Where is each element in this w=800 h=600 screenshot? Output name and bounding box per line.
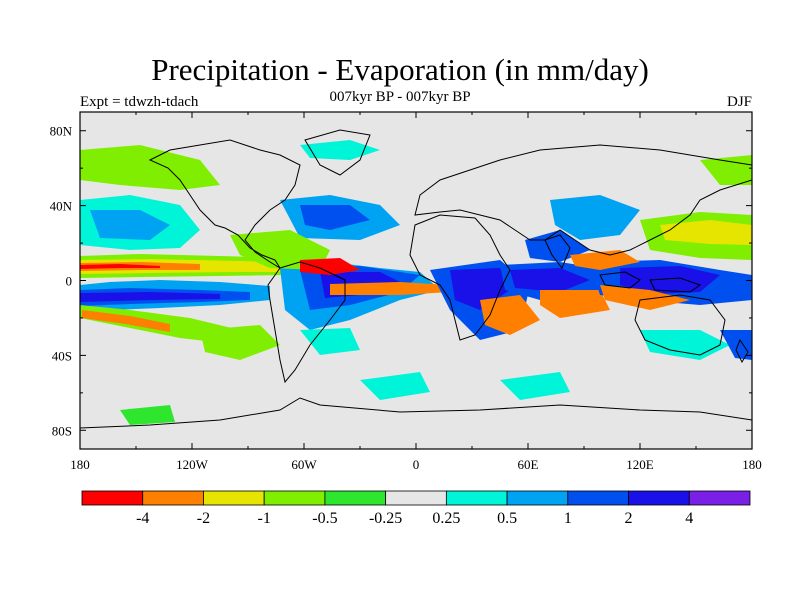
colorbar-swatch: [628, 490, 690, 506]
lon-tick-label: 60W: [291, 457, 317, 472]
lat-tick-label: 40S: [52, 348, 72, 363]
field-patch: [660, 220, 752, 245]
field-patch: [80, 264, 160, 269]
field-patch: [570, 250, 640, 270]
field-patch: [300, 140, 380, 160]
colorbar-swatch: [445, 490, 508, 506]
plot-subtitle: 007kyr BP - 007kyr BP: [329, 89, 471, 105]
lon-tick-label: 180: [742, 457, 762, 472]
lon-tick-label: 0: [413, 457, 420, 472]
colorbar-label: 2: [625, 510, 633, 527]
colorbar-swatch: [688, 490, 751, 506]
colorbar-label: -4: [136, 510, 149, 527]
field-patch: [80, 145, 220, 190]
field-patch: [80, 292, 220, 302]
colorbar-swatch: [142, 490, 204, 506]
colorbar-swatch: [506, 490, 569, 506]
coastline-eurasia: [414, 144, 752, 256]
longitude-axis: 180 120W 60W 0 60E 120E 180: [70, 112, 762, 472]
coastline-africa: [409, 214, 511, 341]
colorbar-swatch: [81, 490, 144, 506]
field-patch: [330, 282, 450, 295]
colorbar-label: -1: [258, 510, 271, 527]
coastlines: [80, 129, 752, 429]
field-patch: [525, 230, 590, 262]
lon-tick-label: 120W: [176, 457, 209, 472]
experiment-label: Expt = tdwzh-tdach: [80, 94, 199, 110]
field-patch: [300, 258, 360, 275]
colorbar-label: -0.25: [369, 510, 402, 527]
field-patch: [120, 405, 175, 425]
colorbar-label: 0.25: [432, 510, 460, 527]
field-patch: [620, 266, 720, 294]
coastline-maritime-continent: [599, 271, 702, 293]
field-patch: [480, 295, 540, 335]
coastline-new-zealand: [735, 338, 749, 364]
colorbar-label: -2: [197, 510, 210, 527]
colorbar-label: 0.5: [497, 510, 517, 527]
lon-tick-label: 120E: [626, 457, 654, 472]
field-patch: [550, 195, 640, 240]
field-patch: [720, 330, 752, 360]
colorbar-label: -0.5: [312, 510, 337, 527]
field-patch: [640, 330, 730, 360]
colorbar-swatch: [263, 490, 326, 506]
field-patch: [360, 372, 430, 400]
coastline-antarctica: [80, 397, 752, 429]
field-patch: [200, 325, 280, 360]
field-patch: [300, 328, 360, 355]
plot-title: Precipitation - Evaporation (in mm/day): [151, 52, 649, 87]
field-patch: [540, 290, 610, 318]
field-patch: [300, 205, 370, 230]
field-patch: [500, 372, 570, 400]
lat-tick-label: 40N: [50, 199, 73, 214]
colorbar-swatch: [324, 490, 387, 506]
latitude-axis: 80N 40N 0 40S 80S: [50, 124, 752, 438]
colorbar-swatch: [385, 490, 447, 506]
coastline-india: [544, 234, 571, 270]
colorbar-label: 1: [564, 510, 572, 527]
field-patch: [82, 310, 170, 332]
lon-tick-label: 60E: [518, 457, 539, 472]
colorbar: -4 -2 -1 -0.5 -0.25 0.25 0.5 1 2 4: [81, 490, 751, 527]
coastline-greenland: [304, 129, 371, 176]
lon-tick-label: 180: [70, 457, 90, 472]
lat-tick-label: 0: [66, 274, 73, 289]
lat-tick-label: 80S: [52, 423, 72, 438]
coastline-south-america: [267, 261, 346, 384]
field-patch: [510, 268, 590, 292]
coastline-north-america: [148, 139, 301, 269]
colorbar-swatch: [203, 490, 265, 506]
field-patch: [90, 210, 170, 240]
lat-tick-label: 80N: [50, 124, 73, 139]
colorbar-swatch: [567, 490, 629, 506]
colorbar-label: 4: [685, 510, 693, 527]
season-label: DJF: [726, 94, 752, 110]
coastline-australia: [634, 294, 726, 356]
field-patch: [600, 285, 690, 310]
pe-field: [80, 140, 752, 425]
